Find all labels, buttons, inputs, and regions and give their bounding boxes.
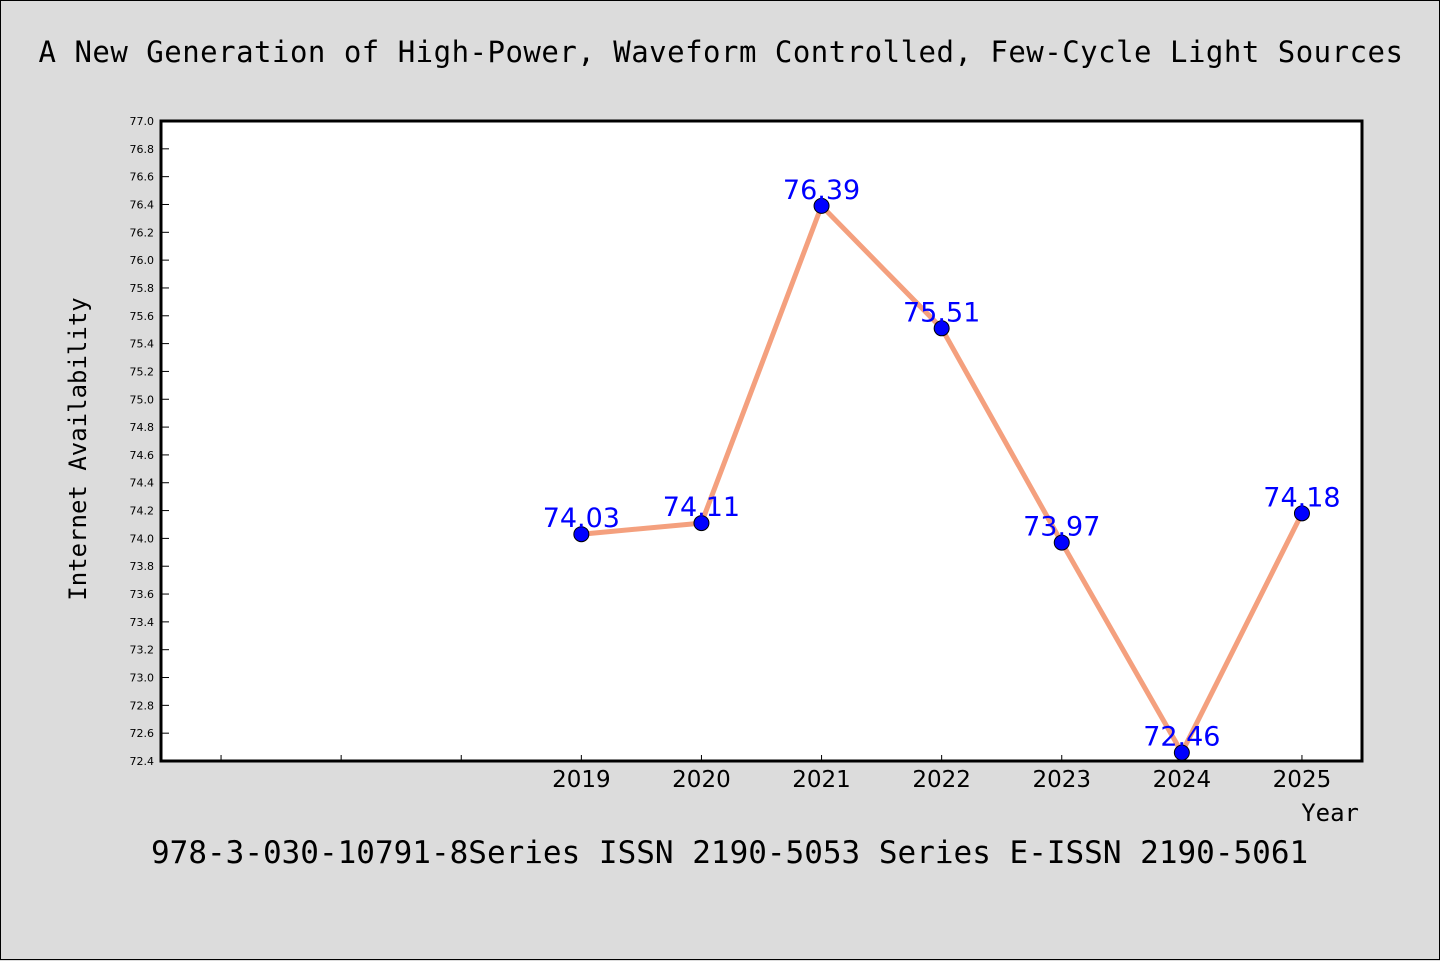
data-point (933, 320, 950, 337)
y-axis-label: Internet Availability (64, 297, 92, 600)
series: 74.03 74.11 76.39 75.51 73.97 72.46 74.18 (543, 175, 1341, 761)
x-tick-label: 2019 (552, 767, 611, 793)
x-tick-label: 2022 (912, 767, 971, 793)
y-tick-label: 76.0 (130, 254, 155, 267)
x-tick-label: 2020 (672, 767, 731, 793)
data-label: 75.51 (903, 297, 980, 328)
y-tick-label: 74.8 (130, 421, 155, 434)
data-point (693, 515, 710, 532)
y-tick-label: 73.2 (130, 644, 155, 657)
y-tick-label: 76.4 (130, 198, 155, 211)
data-label: 74.11 (663, 492, 740, 523)
chart-title: A New Generation of High-Power, Waveform… (38, 35, 1404, 69)
data-label: 72.46 (1143, 722, 1220, 753)
data-point (1173, 744, 1190, 761)
data-label: 74.03 (543, 503, 620, 534)
y-tick-label: 73.4 (130, 616, 155, 629)
y-tick-label: 72.4 (130, 755, 155, 768)
y-tick-label: 76.2 (130, 226, 155, 239)
y-tick-label: 74.0 (130, 532, 155, 545)
y-axis: 72.4 72.6 72.8 73.0 73.2 73.4 73.6 73.8 74.0 74.2… (130, 115, 169, 768)
y-tick-label: 72.6 (130, 727, 155, 740)
x-tick-label: 2025 (1273, 767, 1332, 793)
x-tick-label: 2021 (792, 767, 851, 793)
y-tick-label: 73.8 (130, 560, 155, 573)
y-tick-label: 75.8 (130, 282, 155, 295)
y-tick-label: 75.0 (130, 393, 155, 406)
x-axis-label: Year (1301, 799, 1359, 827)
y-tick-label: 72.8 (130, 699, 155, 712)
data-point (1053, 534, 1070, 551)
y-tick-label: 75.6 (130, 310, 155, 323)
y-tick-label: 75.4 (130, 338, 155, 351)
y-tick-label: 73.0 (130, 672, 155, 685)
plot-area (159, 119, 1364, 763)
x-tick-label: 2024 (1153, 767, 1212, 793)
x-axis: 2019 2020 2021 2022 2023 2024 2025 (220, 755, 1332, 793)
data-label: 73.97 (1023, 512, 1100, 543)
data-label: 74.18 (1263, 482, 1340, 513)
x-tick-label: 2023 (1032, 767, 1091, 793)
data-point (813, 197, 830, 214)
y-tick-label: 74.4 (130, 477, 155, 490)
y-tick-label: 73.6 (130, 588, 155, 601)
y-tick-label: 75.2 (130, 365, 155, 378)
data-label: 76.39 (783, 175, 860, 206)
y-tick-label: 76.8 (130, 143, 155, 156)
y-tick-label: 74.6 (130, 449, 155, 462)
y-tick-label: 77.0 (130, 115, 155, 128)
data-point (1293, 505, 1310, 522)
footer-text: 978-3-030-10791-8Series ISSN 2190-5053 S… (151, 835, 1309, 871)
data-point (573, 526, 590, 543)
y-tick-label: 74.2 (130, 505, 155, 518)
y-tick-label: 76.6 (130, 171, 155, 184)
